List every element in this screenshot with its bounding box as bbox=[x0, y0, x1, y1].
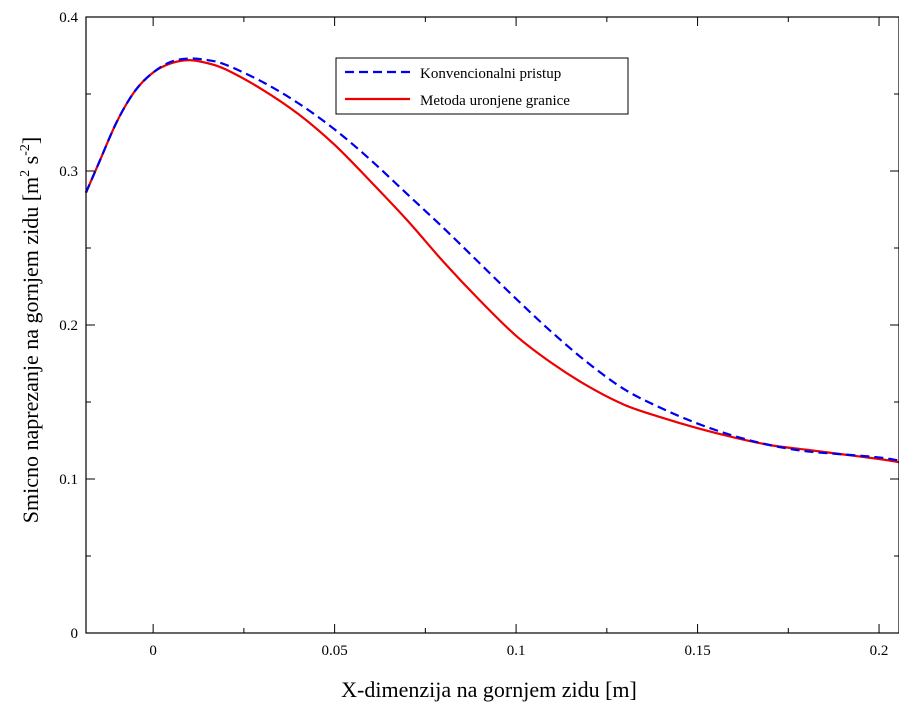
y-axis-title-main: Smicno naprezanje na gornjem zidu [m bbox=[18, 177, 43, 523]
legend: Konvencionalni pristup Metoda uronjene g… bbox=[336, 58, 628, 114]
y-tick-label: 0.4 bbox=[59, 10, 78, 26]
x-tick-label: 0 bbox=[149, 643, 157, 659]
y-tick-label: 0.2 bbox=[59, 318, 78, 334]
x-tick-label: 0.1 bbox=[507, 643, 526, 659]
y-tick-label: 0.1 bbox=[59, 472, 78, 488]
y-axis-title-close: ] bbox=[18, 137, 43, 144]
y-axis-title: Smicno naprezanje na gornjem zidu [m2 s-… bbox=[18, 137, 43, 523]
y-axis-title-sup1: 2 bbox=[18, 170, 33, 177]
legend-label-konvencionalni: Konvencionalni pristup bbox=[420, 66, 561, 82]
x-axis-title: X-dimenzija na gornjem zidu [m] bbox=[341, 677, 637, 702]
legend-label-metoda: Metoda uronjene granice bbox=[420, 93, 570, 109]
x-tick-label: 0.05 bbox=[321, 643, 347, 659]
y-axis-title-mid: s bbox=[18, 156, 43, 170]
y-tick-label: 0.3 bbox=[59, 164, 78, 180]
y-axis-title-sup2: -2 bbox=[18, 144, 33, 156]
x-tick-label: 0.2 bbox=[870, 643, 889, 659]
x-tick-label: 0.15 bbox=[684, 643, 710, 659]
y-tick-label: 0 bbox=[71, 626, 79, 642]
